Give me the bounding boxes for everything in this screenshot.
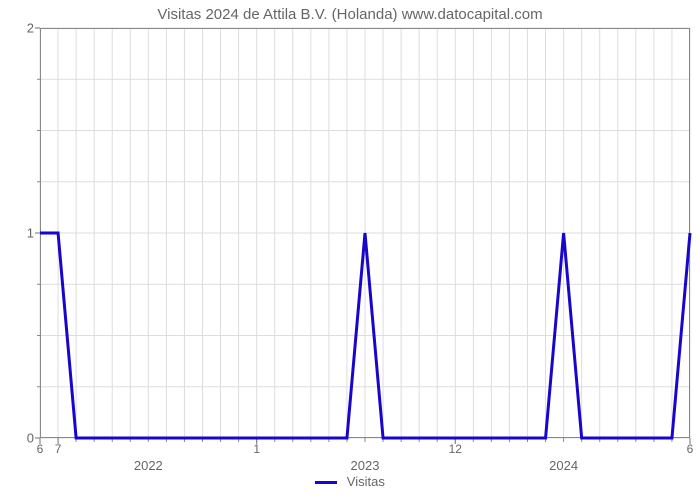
x-year-label: 2022	[134, 458, 163, 473]
x-tick-label: 7	[55, 442, 62, 456]
x-tick-label: 12	[449, 442, 462, 456]
chart-title: Visitas 2024 de Attila B.V. (Holanda) ww…	[0, 0, 700, 28]
x-tick-label: 6	[37, 442, 44, 456]
y-tick-label: 2	[27, 21, 34, 36]
legend: Visitas	[0, 474, 700, 489]
x-year-label: 2023	[351, 458, 380, 473]
x-tick-label: 6	[687, 442, 694, 456]
legend-label: Visitas	[347, 474, 385, 489]
y-tick-label: 0	[27, 431, 34, 446]
legend-swatch	[315, 481, 337, 484]
chart-area: 012671126202220232024	[40, 28, 690, 438]
line-chart	[40, 28, 690, 438]
x-year-label: 2024	[549, 458, 578, 473]
x-tick-label: 1	[253, 442, 260, 456]
y-tick-label: 1	[27, 226, 34, 241]
